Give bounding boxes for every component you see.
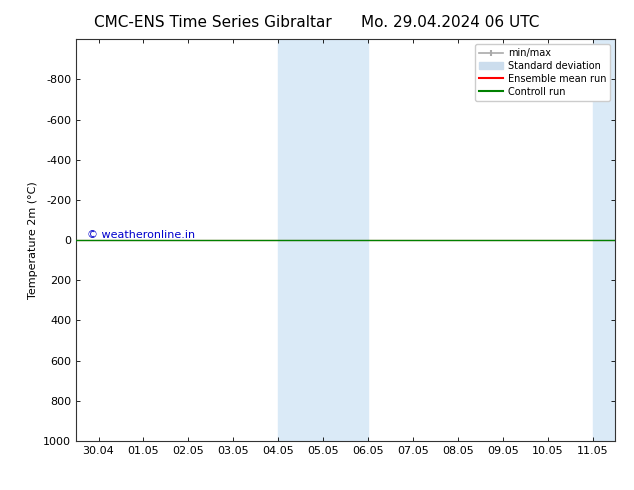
Text: CMC-ENS Time Series Gibraltar      Mo. 29.04.2024 06 UTC: CMC-ENS Time Series Gibraltar Mo. 29.04.…: [94, 15, 540, 30]
Y-axis label: Temperature 2m (°C): Temperature 2m (°C): [28, 181, 37, 299]
Bar: [593, 39, 634, 441]
Text: © weatheronline.in: © weatheronline.in: [87, 230, 195, 240]
Legend: min/max, Standard deviation, Ensemble mean run, Controll run: min/max, Standard deviation, Ensemble me…: [475, 44, 610, 100]
Bar: [278, 39, 368, 441]
